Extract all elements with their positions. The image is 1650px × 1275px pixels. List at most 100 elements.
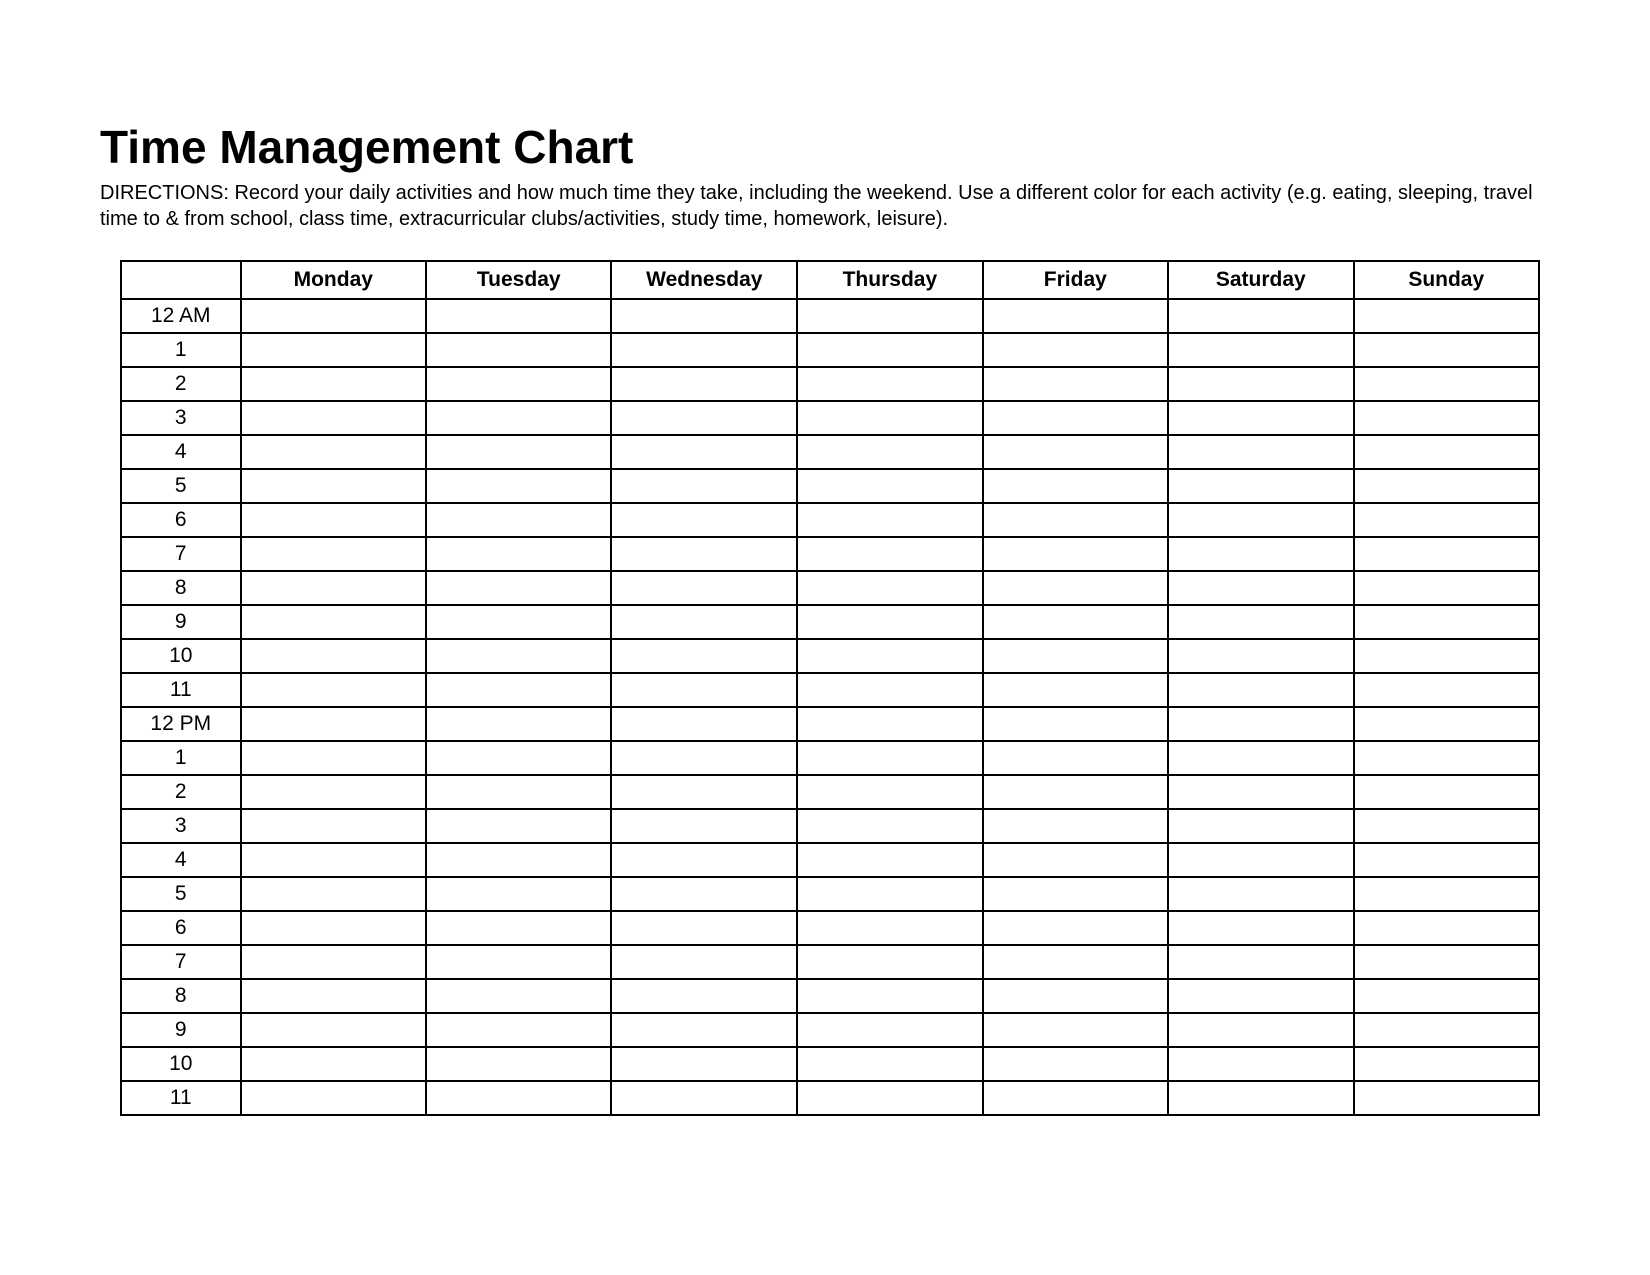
activity-cell (1354, 945, 1540, 979)
activity-cell (611, 775, 797, 809)
activity-cell (983, 979, 1168, 1013)
activity-cell (1168, 673, 1354, 707)
directions-text: DIRECTIONS: Record your daily activities… (100, 180, 1550, 232)
activity-cell (611, 1047, 797, 1081)
activity-cell (241, 741, 426, 775)
table-row: 2 (121, 775, 1539, 809)
activity-cell (1168, 707, 1354, 741)
activity-cell (1354, 843, 1540, 877)
table-row: 12 PM (121, 707, 1539, 741)
activity-cell (983, 469, 1168, 503)
time-label-cell: 9 (121, 1013, 241, 1047)
activity-cell (797, 979, 983, 1013)
activity-cell (1168, 571, 1354, 605)
time-label-cell: 5 (121, 877, 241, 911)
activity-cell (1168, 503, 1354, 537)
activity-cell (426, 911, 611, 945)
activity-cell (797, 775, 983, 809)
time-label-cell: 3 (121, 401, 241, 435)
activity-cell (797, 435, 983, 469)
time-label-cell: 8 (121, 571, 241, 605)
activity-cell (611, 503, 797, 537)
time-label-cell: 12 PM (121, 707, 241, 741)
activity-cell (1168, 809, 1354, 843)
activity-cell (797, 1013, 983, 1047)
activity-cell (426, 843, 611, 877)
activity-cell (241, 1047, 426, 1081)
table-row: 3 (121, 809, 1539, 843)
activity-cell (983, 299, 1168, 333)
activity-cell (1354, 401, 1540, 435)
activity-cell (1354, 299, 1540, 333)
activity-cell (1354, 435, 1540, 469)
activity-cell (426, 1047, 611, 1081)
activity-cell (426, 571, 611, 605)
activity-cell (797, 673, 983, 707)
activity-cell (241, 469, 426, 503)
day-column-header: Tuesday (426, 261, 611, 299)
table-row: 3 (121, 401, 1539, 435)
activity-cell (797, 911, 983, 945)
activity-cell (1354, 809, 1540, 843)
table-row: 11 (121, 673, 1539, 707)
activity-cell (983, 775, 1168, 809)
page-title: Time Management Chart (100, 120, 1550, 174)
activity-cell (1168, 843, 1354, 877)
activity-cell (1168, 537, 1354, 571)
activity-cell (611, 979, 797, 1013)
activity-cell (611, 877, 797, 911)
activity-cell (983, 911, 1168, 945)
activity-cell (1168, 333, 1354, 367)
activity-cell (1168, 435, 1354, 469)
activity-cell (426, 435, 611, 469)
table-row: 5 (121, 877, 1539, 911)
activity-cell (241, 639, 426, 673)
activity-cell (1168, 741, 1354, 775)
activity-cell (1168, 1047, 1354, 1081)
activity-cell (426, 299, 611, 333)
activity-cell (611, 843, 797, 877)
activity-cell (983, 401, 1168, 435)
table-row: 9 (121, 605, 1539, 639)
day-column-header: Monday (241, 261, 426, 299)
activity-cell (611, 1081, 797, 1115)
activity-cell (983, 503, 1168, 537)
activity-cell (241, 401, 426, 435)
time-label-cell: 6 (121, 503, 241, 537)
activity-cell (1354, 1013, 1540, 1047)
table-row: 10 (121, 639, 1539, 673)
activity-cell (983, 1081, 1168, 1115)
activity-cell (1354, 571, 1540, 605)
time-label-cell: 12 AM (121, 299, 241, 333)
activity-cell (426, 1081, 611, 1115)
activity-cell (241, 333, 426, 367)
day-column-header: Sunday (1354, 261, 1540, 299)
activity-cell (797, 707, 983, 741)
activity-cell (1168, 1013, 1354, 1047)
activity-cell (983, 367, 1168, 401)
activity-cell (1168, 367, 1354, 401)
activity-cell (797, 299, 983, 333)
table-row: 2 (121, 367, 1539, 401)
activity-cell (797, 809, 983, 843)
activity-cell (797, 1081, 983, 1115)
activity-cell (611, 469, 797, 503)
activity-cell (241, 945, 426, 979)
activity-cell (611, 1013, 797, 1047)
time-label-cell: 2 (121, 775, 241, 809)
activity-cell (983, 333, 1168, 367)
activity-cell (426, 503, 611, 537)
time-label-cell: 1 (121, 741, 241, 775)
activity-cell (1168, 469, 1354, 503)
activity-cell (797, 605, 983, 639)
time-label-cell: 2 (121, 367, 241, 401)
activity-cell (983, 639, 1168, 673)
activity-cell (426, 537, 611, 571)
activity-cell (1354, 707, 1540, 741)
time-label-cell: 11 (121, 1081, 241, 1115)
activity-cell (241, 605, 426, 639)
time-label-cell: 4 (121, 435, 241, 469)
activity-cell (1168, 775, 1354, 809)
activity-cell (241, 673, 426, 707)
activity-cell (241, 1013, 426, 1047)
